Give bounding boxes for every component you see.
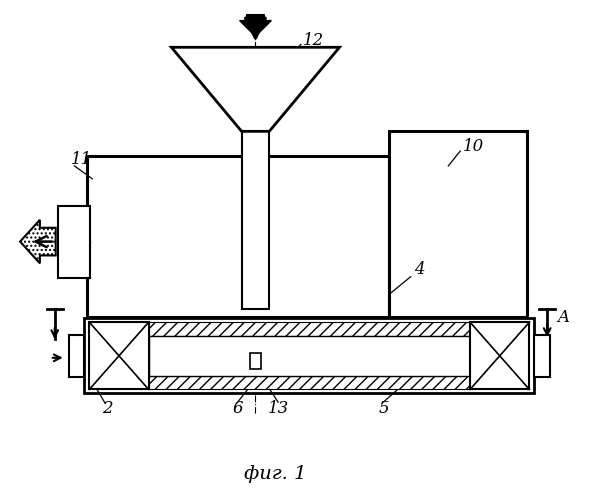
Bar <box>149 376 470 390</box>
Text: 13: 13 <box>268 400 289 416</box>
Text: 12: 12 <box>303 32 324 49</box>
Bar <box>149 336 470 376</box>
Text: 5: 5 <box>379 400 390 416</box>
Bar <box>149 322 470 336</box>
Text: 10: 10 <box>463 138 484 154</box>
Text: A: A <box>557 308 569 326</box>
Bar <box>89 322 149 390</box>
FancyArrow shape <box>240 14 271 36</box>
Bar <box>57 206 91 278</box>
Text: 4: 4 <box>414 262 424 278</box>
Text: фиг. 1: фиг. 1 <box>244 466 307 483</box>
Text: 11: 11 <box>70 150 92 168</box>
Bar <box>535 335 550 376</box>
Text: 6: 6 <box>233 400 243 416</box>
Bar <box>389 132 527 317</box>
Bar <box>470 322 529 390</box>
Bar <box>242 132 269 310</box>
Bar <box>88 156 389 317</box>
Bar <box>69 335 85 376</box>
Text: 2: 2 <box>102 400 113 416</box>
Polygon shape <box>172 48 339 132</box>
Bar <box>85 318 535 394</box>
Bar <box>249 353 262 368</box>
